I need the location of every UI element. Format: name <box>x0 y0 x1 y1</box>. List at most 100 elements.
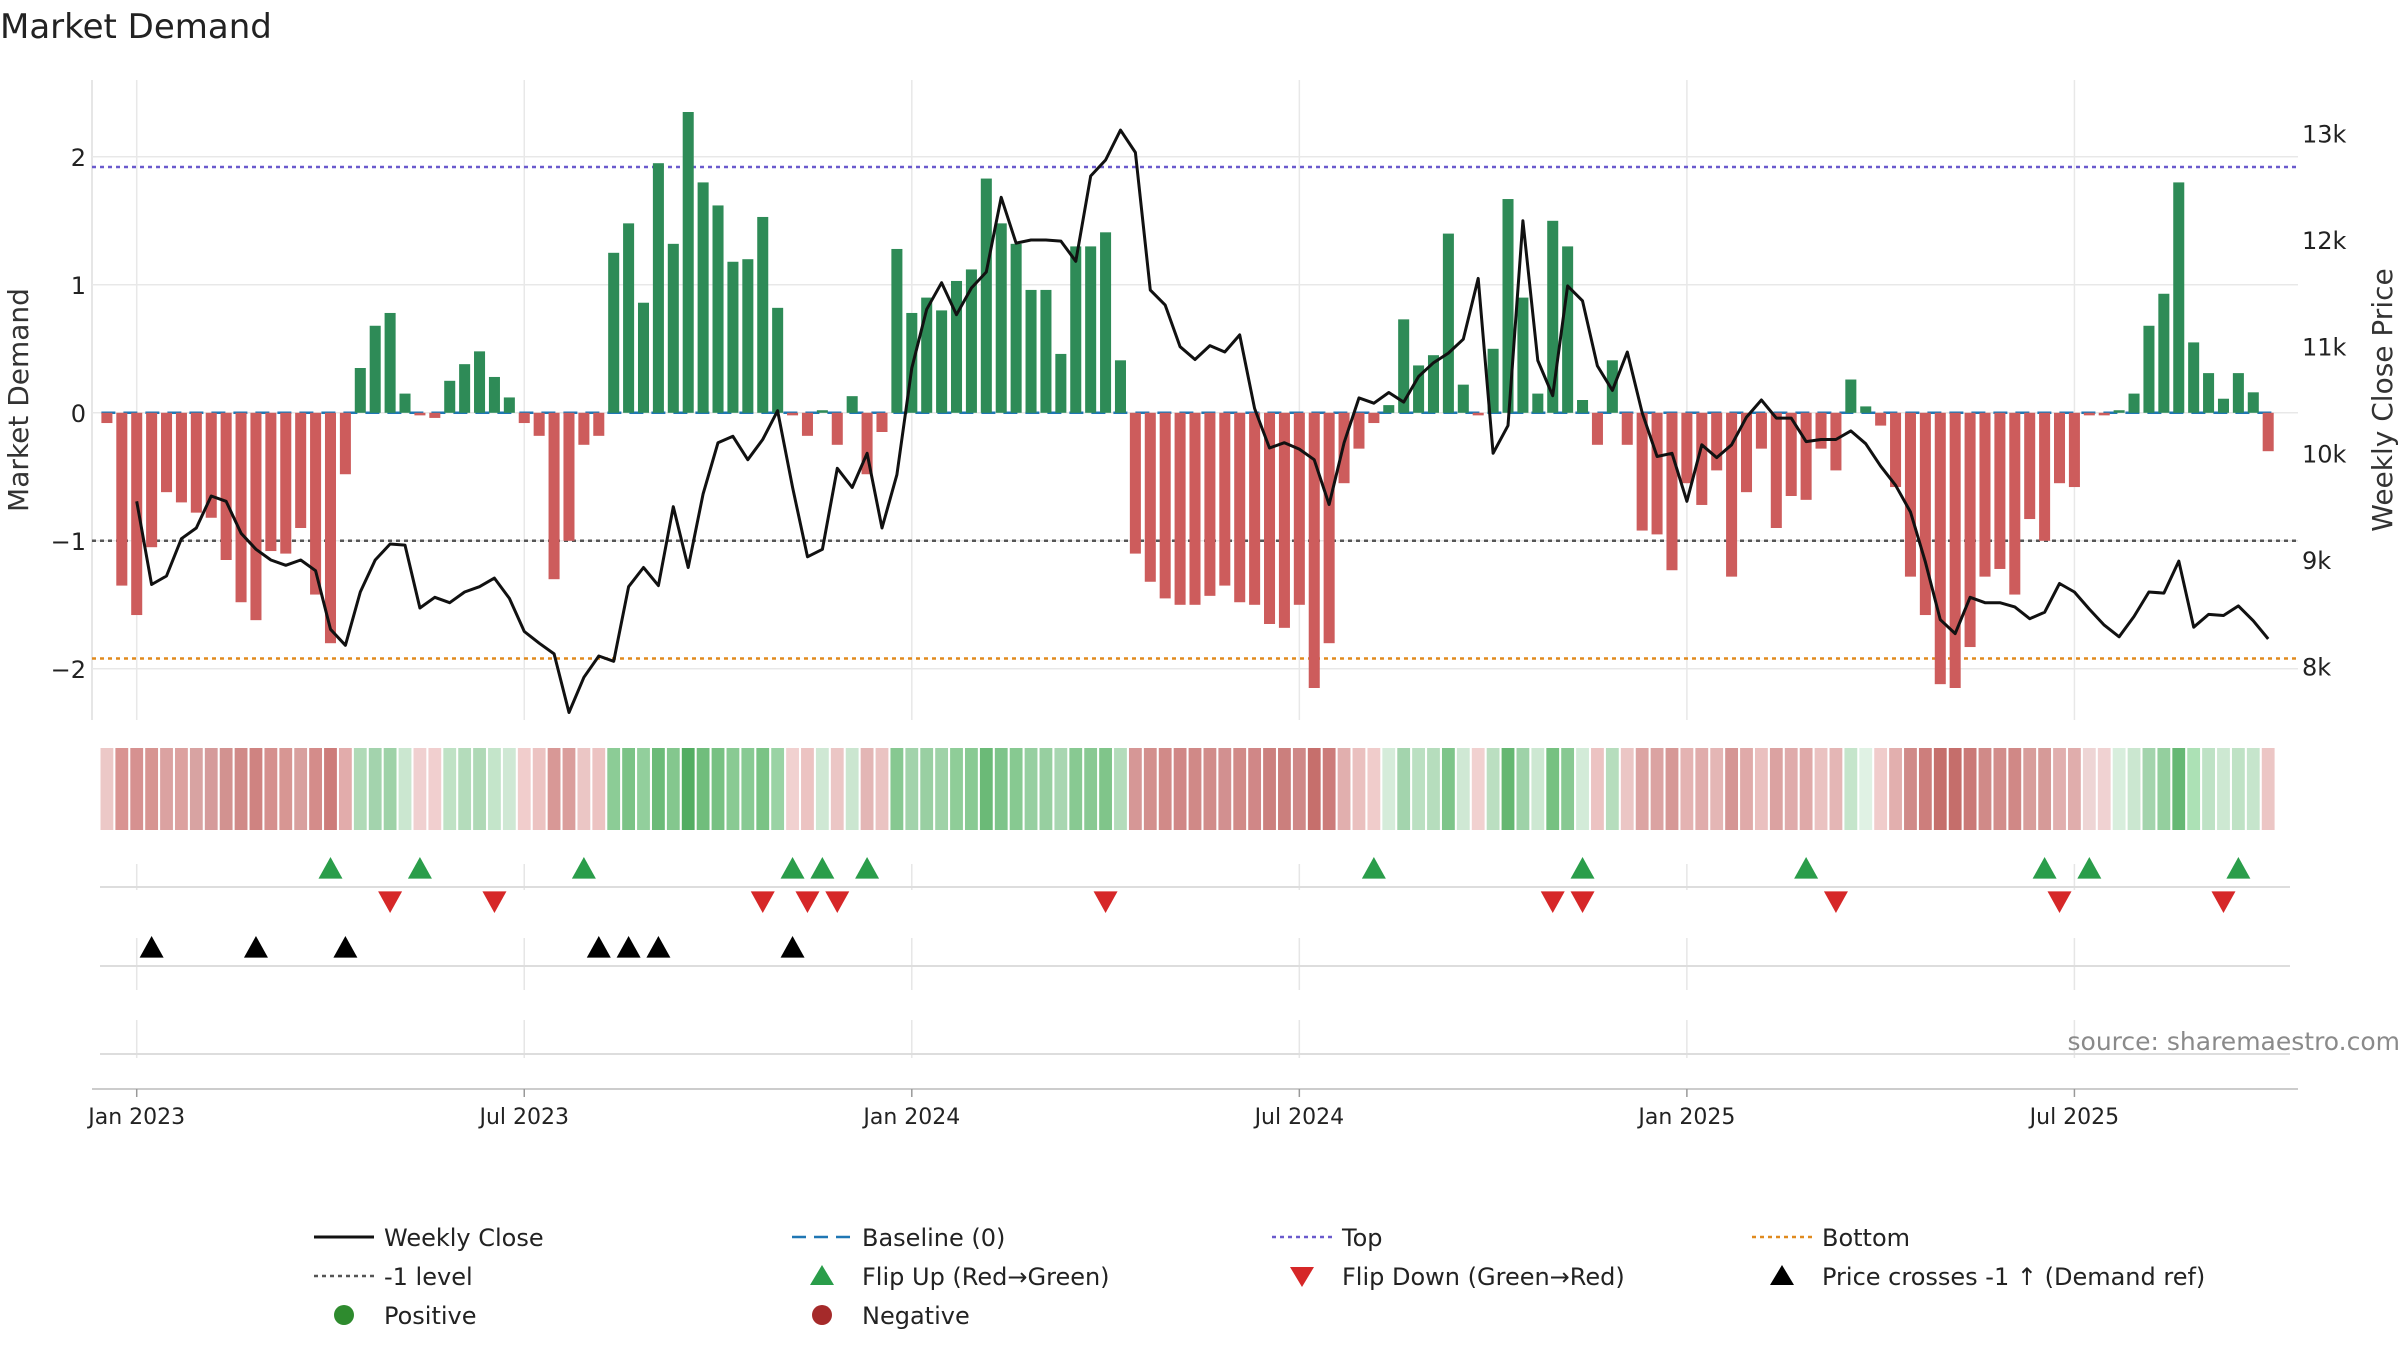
legend-item: Baseline (0) <box>792 1224 1005 1252</box>
demand-bar <box>1114 360 1126 413</box>
demand-bar <box>578 412 590 445</box>
demand-bar <box>2217 398 2229 413</box>
demand-bar <box>1651 412 1663 535</box>
strip-cell <box>994 748 1008 830</box>
strip-cell <box>488 748 501 830</box>
legend-handle <box>1770 1265 1794 1285</box>
flip-up-marker <box>571 857 596 879</box>
flip-down-marker <box>1093 891 1118 913</box>
demand-bar <box>1755 412 1767 449</box>
strip-cell <box>1665 748 1679 830</box>
y-right-tick-label: 13k <box>2302 120 2347 148</box>
strip-cell <box>1143 748 1157 830</box>
strip-cell <box>1054 748 1068 830</box>
demand-bar <box>1815 412 1827 449</box>
strip-cell <box>1039 748 1053 830</box>
strip-cell <box>2082 748 2096 830</box>
price-cross-marker <box>333 936 358 958</box>
strip-cell <box>502 748 516 830</box>
strip-cell <box>1754 748 1768 830</box>
demand-bar <box>1904 412 1916 577</box>
demand-bar <box>250 412 262 621</box>
flip-down-marker <box>1823 891 1848 913</box>
legend-label: Baseline (0) <box>862 1224 1005 1252</box>
strip-cell <box>189 748 203 830</box>
demand-bar <box>1472 412 1484 416</box>
strip-cell <box>860 748 874 830</box>
demand-bar <box>2053 412 2066 484</box>
demand-bar <box>280 412 292 554</box>
strip-cell <box>1233 748 1247 830</box>
demand-bar <box>414 412 426 416</box>
flip-down-marker <box>750 891 775 913</box>
strip-cell <box>115 748 129 830</box>
demand-bar <box>2173 182 2185 413</box>
demand-bar <box>1711 412 1723 471</box>
demand-bar <box>1293 412 1305 605</box>
strip-cell <box>1501 748 1515 830</box>
strip-cell <box>562 748 576 830</box>
strip-cell <box>547 748 561 830</box>
strip-cell <box>830 748 844 830</box>
demand-bar <box>936 310 948 413</box>
y-right-tick-label: 10k <box>2302 440 2347 468</box>
flip-down-marker <box>825 891 850 913</box>
demand-bar <box>369 325 381 413</box>
demand-bar <box>1591 412 1603 445</box>
strip-cell <box>1278 748 1291 830</box>
legend-handle <box>810 1265 834 1285</box>
demand-bar <box>876 412 888 432</box>
demand-bar <box>116 412 128 586</box>
strip-cell <box>905 748 919 830</box>
strip-cell <box>592 748 606 830</box>
strip-cell <box>398 748 412 830</box>
demand-bar <box>235 412 247 603</box>
legend-item: Weekly Close <box>314 1224 544 1252</box>
demand-bar <box>324 412 337 644</box>
demand-bar <box>503 397 515 413</box>
demand-bar <box>846 396 858 413</box>
strip-cell <box>264 748 278 830</box>
flip-up-marker <box>2226 857 2251 879</box>
legend-label: -1 level <box>384 1263 473 1291</box>
demand-bar <box>1830 412 1842 471</box>
legend-label: Bottom <box>1822 1224 1910 1252</box>
demand-bar <box>1577 400 1589 413</box>
demand-bar <box>921 297 933 413</box>
strip-cell <box>1203 748 1217 830</box>
demand-bar <box>1055 353 1067 413</box>
demand-bar <box>1010 243 1022 413</box>
x-axis-ticks: Jan 2023 Jul 2023 Jan 2024 Jul 2024 Jan 2025… <box>86 1089 2119 1130</box>
legend-item: Flip Down (Green→Red) <box>1290 1263 1625 1291</box>
demand-bar <box>1100 232 1112 413</box>
strip-cell <box>2023 748 2037 830</box>
legend-item: Bottom <box>1752 1224 1910 1252</box>
demand-bar <box>727 261 739 413</box>
demand-bar <box>2039 412 2051 541</box>
demand-bar <box>429 412 441 418</box>
strip-cell <box>1695 748 1709 830</box>
legend: Weekly Close Baseline (0) Top Bottom -1 leve… <box>314 1224 2205 1330</box>
demand-bar <box>697 182 709 413</box>
strip-cell <box>532 748 546 830</box>
demand-bar <box>220 412 232 560</box>
strip-cell <box>651 748 665 830</box>
y-right-tick-label: 11k <box>2302 334 2347 362</box>
strip-cell <box>2217 748 2230 830</box>
strip-cell <box>368 748 382 830</box>
flip-up-marker <box>1361 857 1386 879</box>
demand-bar <box>354 368 366 413</box>
demand-bar <box>1219 412 1231 586</box>
y-left-tick-label: 0 <box>71 400 86 428</box>
demand-bar <box>1845 379 1857 413</box>
strip-cell <box>309 748 322 830</box>
flip-down-marker <box>1540 891 1565 913</box>
flip-up-marker <box>810 857 835 879</box>
demand-bar <box>384 312 396 413</box>
strip-cell <box>1978 748 1992 830</box>
demand-bar <box>444 380 456 413</box>
strip-cell <box>473 748 486 830</box>
strip-cell <box>1471 748 1485 830</box>
price-cross-marker <box>586 936 611 958</box>
